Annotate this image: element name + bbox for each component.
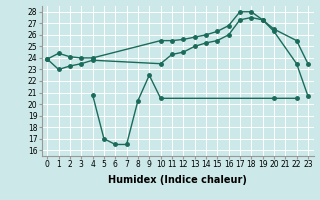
- X-axis label: Humidex (Indice chaleur): Humidex (Indice chaleur): [108, 175, 247, 185]
